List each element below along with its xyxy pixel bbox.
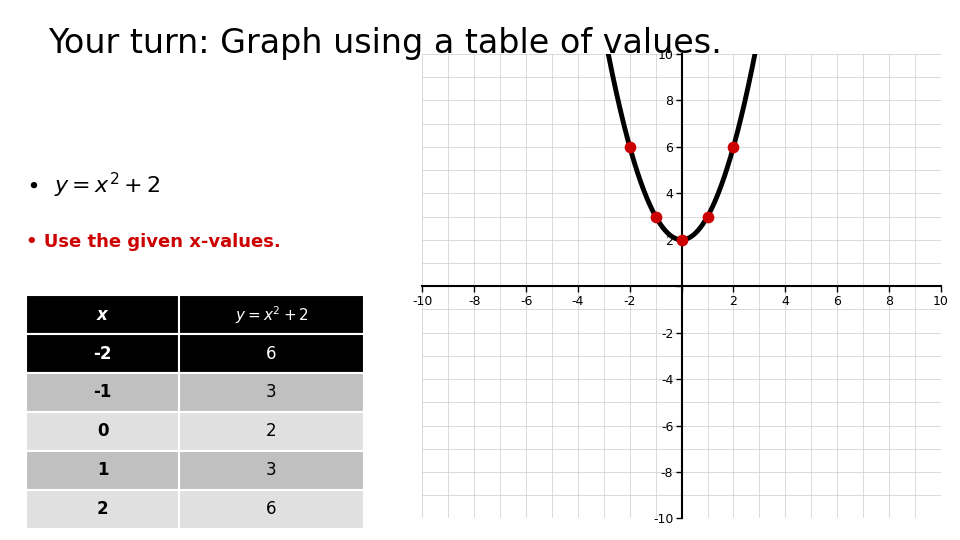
Text: • Use the given x-values.: • Use the given x-values. [27,233,281,251]
Point [726,143,741,151]
Text: 2: 2 [266,422,276,440]
Text: 3: 3 [266,461,276,479]
FancyBboxPatch shape [27,490,179,529]
FancyBboxPatch shape [179,451,365,490]
FancyBboxPatch shape [179,490,365,529]
Point [700,212,715,221]
Text: -1: -1 [93,383,111,401]
Text: -2: -2 [93,345,111,362]
Text: x: x [97,306,108,323]
Text: 0: 0 [97,422,108,440]
Text: 1: 1 [97,461,108,479]
FancyBboxPatch shape [179,412,365,451]
Text: 2: 2 [97,500,108,518]
Text: $\bullet\ \ y = x^2 + 2$: $\bullet\ \ y = x^2 + 2$ [27,171,161,200]
Text: 6: 6 [266,345,276,362]
FancyBboxPatch shape [179,334,365,373]
Point [648,212,663,221]
FancyBboxPatch shape [27,412,179,451]
Point [674,235,689,244]
Text: 3: 3 [266,383,276,401]
Point [622,143,637,151]
FancyBboxPatch shape [27,295,179,334]
Text: Your turn: Graph using a table of values.: Your turn: Graph using a table of values… [48,27,722,60]
FancyBboxPatch shape [179,295,365,334]
FancyBboxPatch shape [27,373,179,412]
FancyBboxPatch shape [179,373,365,412]
FancyBboxPatch shape [27,334,179,373]
FancyBboxPatch shape [27,451,179,490]
Text: 6: 6 [266,500,276,518]
Text: $y = x^2 + 2$: $y = x^2 + 2$ [234,304,308,326]
